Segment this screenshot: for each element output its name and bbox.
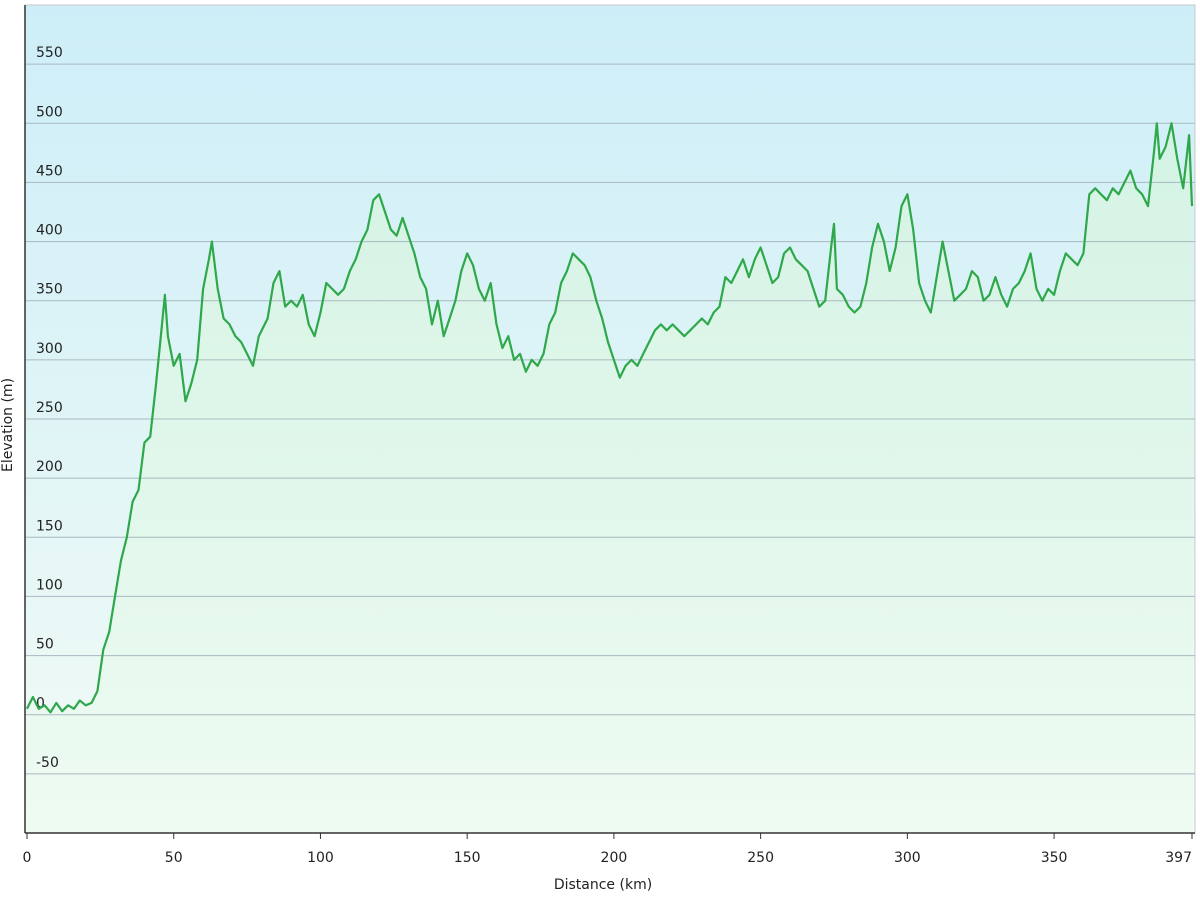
y-tick-label: 0 <box>36 696 45 712</box>
y-tick-label: -50 <box>36 755 59 771</box>
y-tick-label: 400 <box>36 223 63 239</box>
x-tick-label: 0 <box>23 850 32 866</box>
y-tick-label: 150 <box>36 518 63 534</box>
y-tick-label: 500 <box>36 104 63 120</box>
y-tick-label: 200 <box>36 459 63 475</box>
x-tick-label: 100 <box>307 850 334 866</box>
y-axis-label: Elevation (m) <box>0 378 16 472</box>
y-tick-label: 550 <box>36 45 63 61</box>
y-tick-label: 50 <box>36 637 54 653</box>
x-tick-label: 397 <box>1165 850 1192 866</box>
x-axis-label: Distance (km) <box>554 877 652 893</box>
y-tick-label: 450 <box>36 163 63 179</box>
x-tick-label: 200 <box>601 850 628 866</box>
x-tick-label: 150 <box>454 850 481 866</box>
x-tick-label: 250 <box>747 850 774 866</box>
x-tick-label: 350 <box>1041 850 1068 866</box>
line <box>26 122 1194 714</box>
y-tick-label: 100 <box>36 577 63 593</box>
y-tick-label: 300 <box>36 341 63 357</box>
x-tick-label: 50 <box>165 850 183 866</box>
y-tick-label: 250 <box>36 400 63 416</box>
x-tick-label: 300 <box>894 850 921 866</box>
y-tick-label: 350 <box>36 282 63 298</box>
